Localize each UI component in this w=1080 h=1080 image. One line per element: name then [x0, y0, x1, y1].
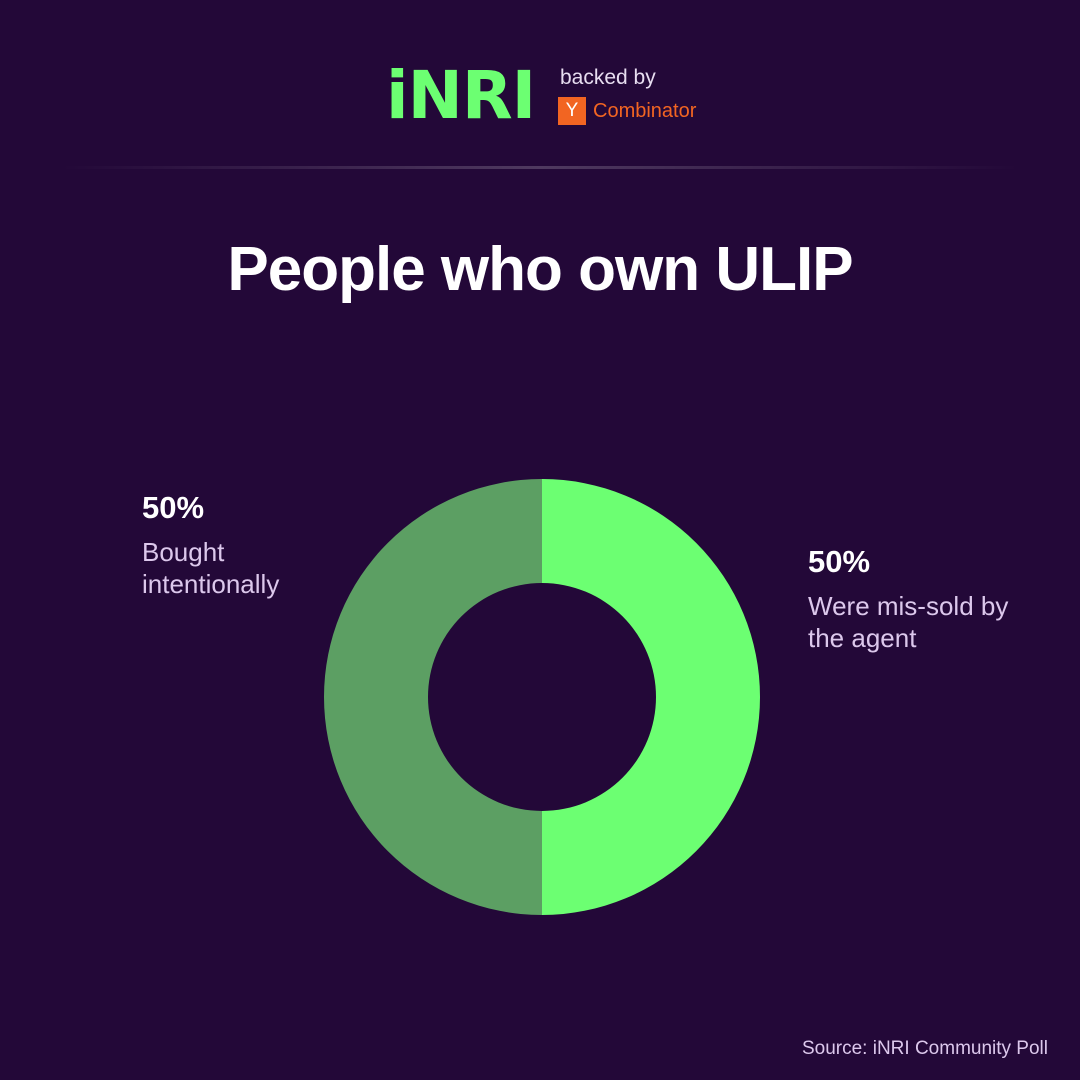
slice-label-mis-sold-line1: Were mis-sold by	[808, 591, 1009, 621]
header-divider	[60, 166, 1020, 169]
inri-logo: iNRI	[386, 57, 536, 134]
slice-value-mis-sold: 50%	[808, 544, 871, 579]
slice-label-bought-intentionally-line1: Bought	[142, 537, 225, 567]
backed-by-text: backed by	[560, 66, 656, 89]
donut-slice-1	[324, 479, 542, 915]
source-note: Source: iNRI Community Poll	[801, 1038, 1048, 1059]
y-combinator-icon: Y	[558, 97, 586, 125]
donut-slice-0	[542, 479, 760, 915]
y-combinator-name: Combinator	[593, 100, 697, 122]
slice-label-mis-sold-line2: the agent	[808, 623, 917, 653]
chart-title: People who own ULIP	[227, 235, 853, 304]
slice-label-bought-intentionally-line2: intentionally	[142, 569, 280, 599]
slice-value-bought-intentionally: 50%	[142, 490, 205, 525]
